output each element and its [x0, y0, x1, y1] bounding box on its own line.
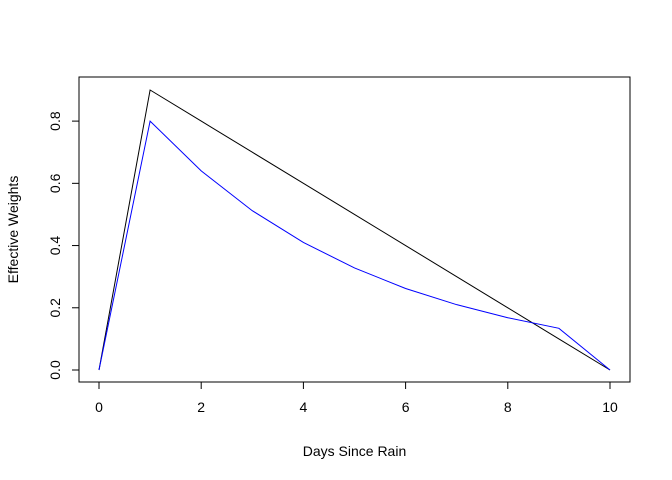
y-axis-label: Effective Weights	[5, 176, 21, 284]
x-tick-label: 8	[504, 399, 512, 415]
x-tick-label: 6	[402, 399, 410, 415]
series-line-1	[98, 89, 611, 371]
series-layer	[98, 89, 611, 371]
y-tick-label: 0.6	[47, 173, 63, 193]
x-tick-label: 10	[602, 399, 618, 415]
x-axis: 0 2 4 6 8 10	[95, 381, 618, 415]
y-tick-label: 0.4	[47, 236, 63, 256]
y-tick-label: 0.2	[47, 298, 63, 318]
x-tick-label: 4	[300, 399, 308, 415]
x-tick-label: 2	[197, 399, 205, 415]
y-tick-label: 0.8	[47, 111, 63, 131]
y-tick-label: 0.0	[47, 360, 63, 380]
x-tick-label: 0	[95, 399, 103, 415]
y-axis: 0.0 0.2 0.4 0.6 0.8	[47, 111, 80, 380]
plot-frame	[78, 76, 631, 383]
series-line-2	[98, 120, 611, 371]
x-axis-label: Days Since Rain	[303, 443, 407, 459]
